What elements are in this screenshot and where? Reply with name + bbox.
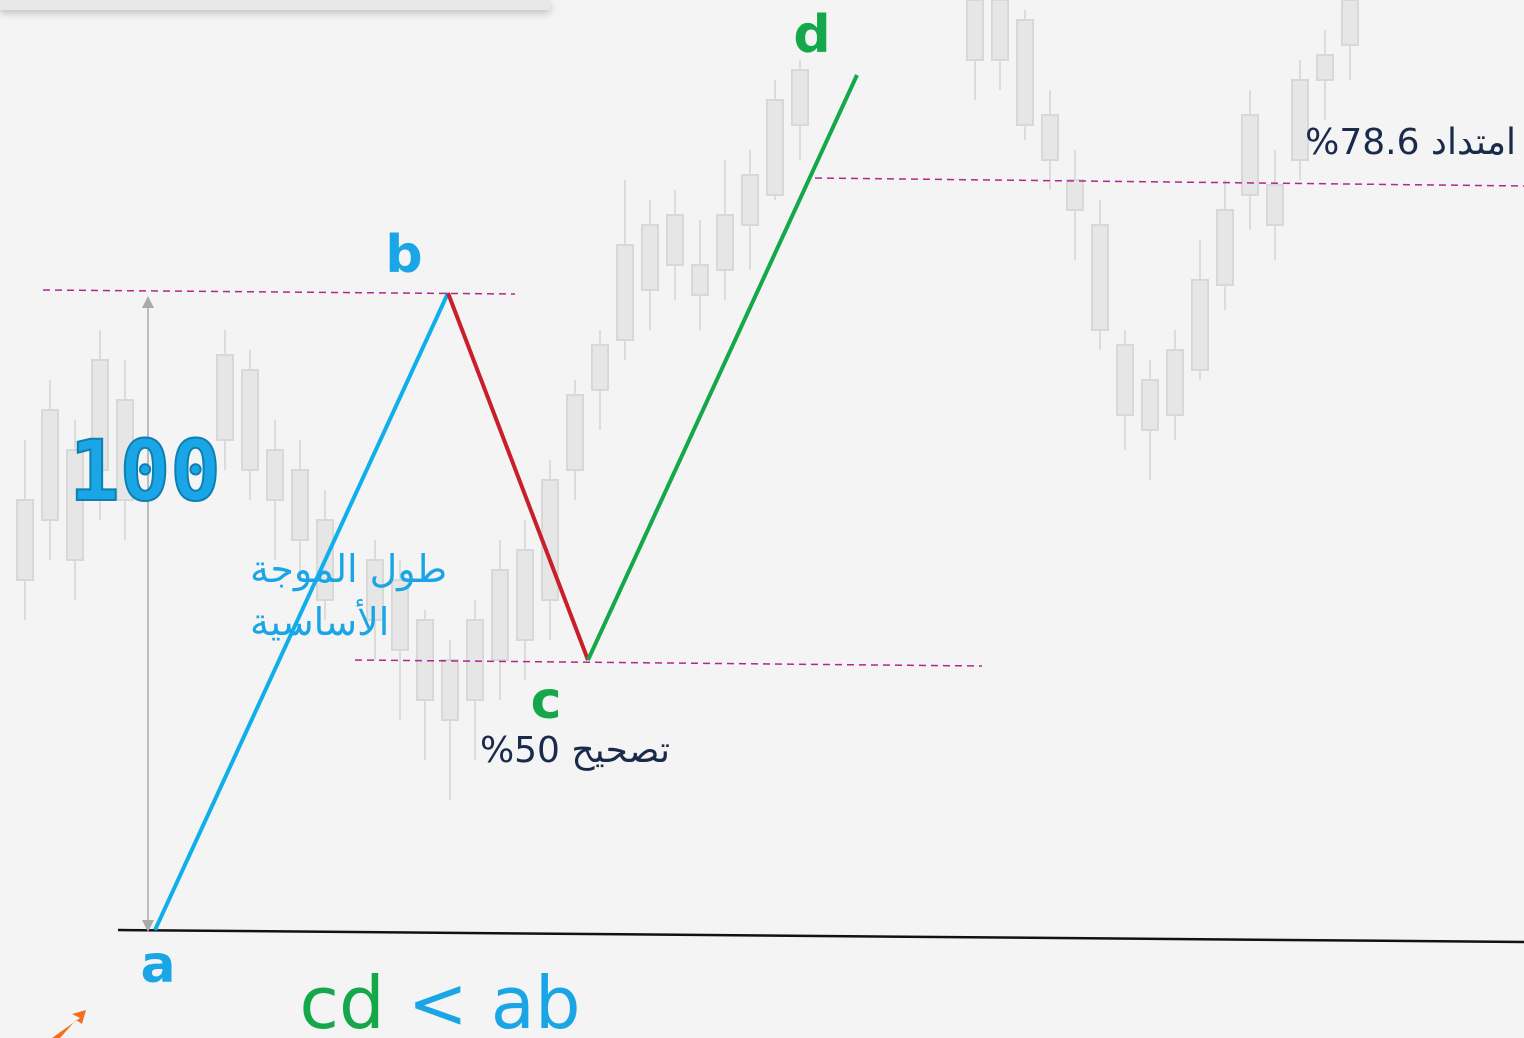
candle-body	[1291, 79, 1309, 161]
candle-body	[466, 619, 484, 701]
candle-body	[766, 99, 784, 196]
wave-bc	[446, 292, 590, 661]
background-candles	[16, 0, 1359, 800]
candle-body	[1016, 19, 1034, 126]
logo-arrow	[52, 1010, 86, 1038]
candle-body	[1166, 349, 1184, 416]
rule: cd < ab	[299, 961, 580, 1038]
candle-body	[541, 479, 559, 601]
candle-body	[641, 224, 659, 291]
candle-body	[441, 659, 459, 721]
candle-body	[516, 549, 534, 641]
candle-body	[666, 214, 684, 266]
wave-length-caption: الأساسية	[250, 598, 389, 644]
rule-left: cd	[299, 961, 384, 1038]
point-c: c	[531, 671, 562, 731]
candle-body	[216, 354, 234, 441]
candle-body	[266, 449, 284, 501]
point-b: b	[385, 225, 422, 285]
c-level-line	[354, 659, 983, 667]
candle-body	[566, 394, 584, 471]
rule-op: <	[408, 961, 468, 1038]
candle-body	[1341, 0, 1359, 46]
candle-body	[41, 409, 59, 521]
wave-ab	[153, 292, 450, 931]
candle-body	[116, 399, 134, 501]
point-d: d	[793, 5, 830, 65]
candle-body	[966, 0, 984, 61]
extension-label: امتداد 78.6%	[1305, 122, 1516, 163]
wave-length-caption: طول الموجة	[250, 547, 447, 592]
candle-body	[1266, 184, 1284, 226]
candle-body	[1216, 209, 1234, 286]
top-panel	[0, 0, 550, 10]
candle-body	[66, 449, 84, 561]
candle-body	[391, 579, 409, 651]
candle-body	[791, 69, 809, 126]
candle-body	[1066, 179, 1084, 211]
candle-body	[616, 244, 634, 341]
rule-right: ab	[491, 961, 581, 1038]
candle-body	[716, 214, 734, 271]
candle-body	[491, 569, 509, 661]
candle-body	[91, 359, 109, 471]
candle-body	[1241, 114, 1259, 196]
candle-body	[1141, 379, 1159, 431]
candle-body	[16, 499, 34, 581]
retracement-label: تصحيح 50%	[480, 730, 670, 771]
base-line	[117, 928, 1524, 944]
extension-line	[814, 177, 1524, 187]
candle-body	[291, 469, 309, 541]
candle-body	[241, 369, 259, 471]
point-a: a	[140, 935, 175, 995]
b-level-line	[42, 289, 516, 295]
candle-body	[1091, 224, 1109, 331]
candle-body	[366, 559, 384, 621]
candle-body	[741, 174, 759, 226]
candle-body	[1041, 114, 1059, 161]
candle-body	[591, 344, 609, 391]
candle-body	[691, 264, 709, 296]
wave-length-value: 100	[69, 422, 221, 520]
candle-body	[991, 0, 1009, 61]
candle-body	[1316, 54, 1334, 81]
wave-cd	[586, 74, 859, 661]
candle-body	[1116, 344, 1134, 416]
candle-body	[1191, 279, 1209, 371]
